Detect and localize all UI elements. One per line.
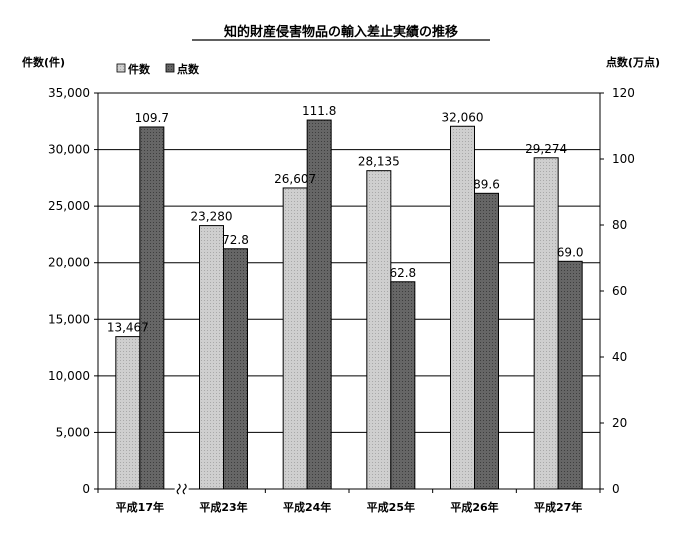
legend-label-points: 点数 [177,62,200,76]
bars [115,119,583,490]
bar-points [557,260,583,490]
bar-count [450,125,475,490]
right-tick-label: 60 [612,284,627,298]
data-label-count: 32,060 [442,110,484,124]
bar-points [306,119,332,490]
category-label: 平成26年 [450,500,498,514]
left-tick-label: 20,000 [48,256,90,270]
bar-count [282,187,308,490]
right-tick-label: 40 [612,350,627,364]
axis-break-stroke-left [176,483,181,495]
bar-points [139,126,165,490]
legend-swatch-points [165,63,175,73]
bar-count [366,170,392,490]
left-tick-label: 15,000 [48,312,90,326]
left-tick-label: 5,000 [56,425,90,439]
gridlines [98,92,600,433]
left-axis-label: 件数(件) [22,55,65,69]
data-label-count: 28,135 [358,155,400,169]
data-label-count: 26,607 [274,172,316,186]
legend-label-count: 件数 [128,62,151,76]
category-label: 平成17年 [116,500,164,514]
bar-points [223,248,248,490]
data-label-points: 69.0 [557,245,584,259]
chart-title: 知的財産侵害物品の輸入差止実績の推移 [224,24,458,40]
right-tick-label: 100 [612,152,635,166]
category-label: 平成24年 [283,500,331,514]
bar-points [474,192,499,490]
data-label-points: 111.8 [302,104,336,118]
data-label-count: 23,280 [191,210,233,224]
right-tick-label: 0 [612,482,620,496]
bar-count [533,157,559,490]
category-label: 平成27年 [534,500,582,514]
data-label-points: 62.8 [389,266,416,280]
right-tick-label: 20 [612,416,627,430]
data-label-points: 89.6 [473,177,500,191]
data-label-count: 13,467 [107,321,149,335]
axis-break-icon [174,483,189,495]
left-tick-label: 25,000 [48,199,90,213]
left-tick-label: 10,000 [48,369,90,383]
bar-count [199,225,224,490]
right-axis-label: 点数(万点) [606,55,660,69]
bar-points [390,281,416,490]
left-tick-label: 30,000 [48,143,90,157]
legend: 件数 点数 [116,62,200,76]
bar-count [115,336,141,490]
category-label: 平成23年 [199,500,247,514]
axis-break-mask [174,483,189,495]
right-tick-label: 80 [612,218,627,232]
left-tick-label: 35,000 [48,86,90,100]
tick-labels: 0 5,000 10,000 15,000 20,000 25,000 30,000 35,0… [48,86,635,514]
category-label: 平成25年 [367,500,415,514]
right-tick-label: 120 [612,86,635,100]
data-label-points: 72.8 [222,233,249,247]
axes [94,92,604,495]
axis-break-stroke-right [182,483,187,495]
legend-swatch-count [116,63,126,73]
data-labels: 13,467 109.7 23,280 72.8 26,607 111.8 28,135 62… [107,104,584,335]
data-label-points: 109.7 [135,111,169,125]
data-label-count: 29,274 [525,142,567,156]
left-tick-label: 0 [82,482,90,496]
